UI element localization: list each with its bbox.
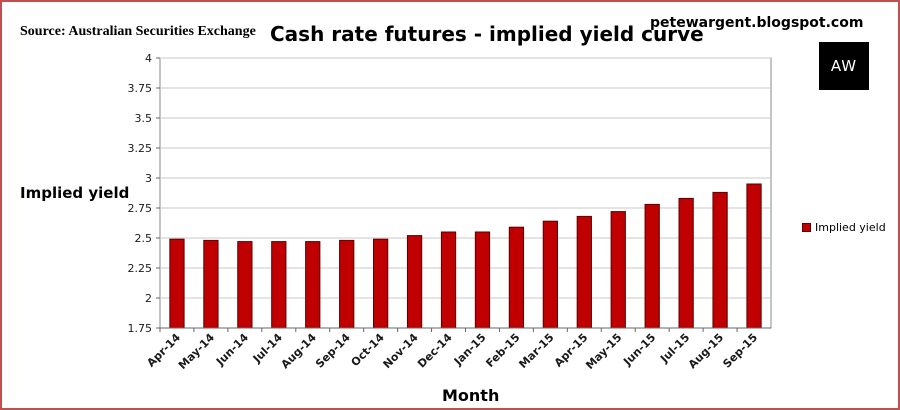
bar bbox=[203, 239, 219, 329]
x-tick-label: May-15 bbox=[583, 331, 624, 372]
site-url: petewargent.blogspot.com bbox=[650, 15, 864, 31]
bar bbox=[271, 241, 287, 329]
y-tick-label: 3.25 bbox=[128, 142, 153, 155]
bar bbox=[474, 231, 491, 329]
x-tick-label: May-14 bbox=[176, 331, 217, 372]
bar bbox=[678, 197, 694, 329]
bar bbox=[542, 220, 558, 329]
x-tick-label: Sep-15 bbox=[720, 331, 760, 371]
legend-label: Implied yield bbox=[815, 221, 886, 234]
bar bbox=[712, 191, 728, 329]
bar bbox=[339, 239, 355, 329]
y-tick-label: 1.75 bbox=[128, 322, 153, 335]
legend-swatch bbox=[802, 223, 811, 232]
legend: Implied yield bbox=[802, 221, 886, 234]
x-tick-label: Jun-14 bbox=[213, 331, 251, 369]
bar bbox=[237, 241, 253, 329]
aw-logo: AW bbox=[819, 42, 869, 90]
x-tick-label: Nov-14 bbox=[381, 331, 421, 371]
x-tick-label: Aug-14 bbox=[278, 331, 319, 372]
bar bbox=[406, 235, 423, 329]
x-tick-label: Jan-15 bbox=[451, 331, 489, 369]
y-tick-label: 2.5 bbox=[135, 232, 153, 245]
bar bbox=[508, 226, 525, 329]
source-note: Source: Australian Securities Exchange bbox=[20, 24, 256, 39]
y-tick-label: 2.25 bbox=[128, 262, 153, 275]
bar bbox=[305, 241, 321, 329]
x-tick-label: Jun-15 bbox=[620, 331, 658, 369]
y-tick-label: 3.75 bbox=[128, 82, 153, 95]
y-tick-label: 2 bbox=[145, 292, 152, 305]
y-tick-label: 3 bbox=[145, 172, 152, 185]
x-tick-label: Aug-15 bbox=[686, 331, 726, 371]
bar bbox=[610, 211, 626, 329]
x-tick-label: Dec-14 bbox=[415, 331, 455, 371]
x-tick-label: Sep-14 bbox=[313, 331, 353, 371]
bar bbox=[440, 231, 457, 329]
y-tick-label: 3.5 bbox=[135, 112, 153, 125]
x-tick-label: Feb-15 bbox=[483, 331, 522, 370]
bar bbox=[169, 238, 185, 329]
chart-title: Cash rate futures - implied yield curve bbox=[270, 22, 704, 46]
y-tick-label: 4 bbox=[145, 52, 152, 65]
bar bbox=[576, 215, 592, 329]
x-axis-label: Month bbox=[442, 386, 500, 405]
bar bbox=[746, 183, 762, 329]
y-tick-label: 2.75 bbox=[128, 202, 153, 215]
bar bbox=[644, 203, 660, 329]
bar bbox=[373, 238, 389, 329]
plot-area bbox=[159, 57, 772, 329]
x-tick-label: Mar-15 bbox=[516, 331, 556, 371]
y-axis-label: Implied yield bbox=[20, 184, 130, 202]
